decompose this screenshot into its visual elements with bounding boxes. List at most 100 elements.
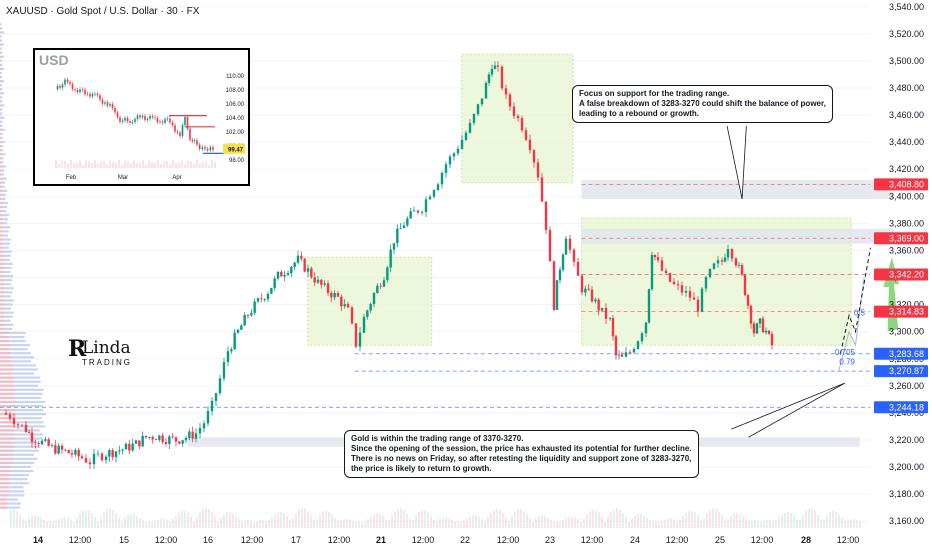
y-tick-label: 3,320.00: [889, 300, 924, 310]
inset-candle-body: [61, 84, 64, 88]
volume-profile-bar: [0, 136, 1, 140]
candle-body: [730, 249, 734, 259]
brand-logo: R Linda TRADING: [68, 334, 148, 374]
volume-bar: [535, 518, 537, 528]
volume-bar: [118, 517, 120, 528]
callout-bottom[interactable]: Gold is within the trading range of 3370…: [344, 430, 699, 478]
price-tag-bg: [874, 347, 928, 360]
candle-body: [366, 310, 369, 317]
inset-candle-body: [121, 120, 124, 122]
volume-bar: [211, 511, 213, 528]
price-tag: 3,270.87: [874, 365, 928, 378]
range-box: [461, 53, 574, 184]
volume-profile-bar: [0, 413, 17, 416]
volume-profile-bar: [0, 124, 3, 127]
callout-top-line: Focus on support for the trading range.: [579, 89, 730, 98]
volume-profile-bar: [0, 388, 16, 391]
price-tag: 3,244.18: [874, 401, 928, 414]
inset-volume-bar: [184, 164, 186, 168]
volume-bar: [142, 520, 144, 528]
volume-bar: [496, 508, 498, 528]
volume-profile-bar: [0, 55, 2, 58]
volume-profile-bar: [0, 409, 44, 412]
volume-bar: [778, 517, 780, 528]
volume-bar: [649, 520, 651, 528]
candle-body: [688, 291, 692, 298]
callout-top[interactable]: Focus on support for the trading range. …: [572, 85, 833, 123]
inset-volume-bar: [154, 162, 156, 168]
volume-profile-bar: [0, 344, 11, 347]
volume-bar: [424, 510, 426, 528]
volume-bar: [700, 520, 702, 528]
volume-bar: [592, 509, 594, 528]
volume-profile-bar: [0, 193, 6, 196]
volume-bar: [529, 518, 531, 528]
callout-bottom-line: Gold is within the trading range of 3370…: [351, 434, 524, 443]
volume-bar: [820, 519, 822, 528]
inset-candle-body: [209, 147, 212, 151]
volume-profile-bar: [0, 380, 15, 383]
inset-candle-body: [191, 139, 194, 142]
volume-profile-bar: [0, 242, 4, 245]
volume-profile-bar: [0, 364, 36, 367]
x-tick-label: 16: [203, 535, 213, 545]
candle-body: [158, 435, 161, 440]
candle-body: [174, 437, 178, 442]
inset-candle-body: [164, 119, 166, 123]
volume-profile-bar: [0, 157, 4, 160]
volume-bar: [178, 512, 180, 528]
volume-bar: [181, 511, 183, 528]
candle-body: [644, 322, 648, 334]
candle-body: [684, 291, 688, 293]
volume-bar: [643, 515, 645, 528]
candle-body: [178, 441, 181, 444]
volume-profile-bar: [0, 165, 6, 168]
volume-bar: [520, 509, 522, 528]
volume-profile-bar: [0, 80, 2, 83]
candle-body: [313, 277, 316, 283]
volume-profile-bar: [0, 63, 3, 66]
volume-bar: [628, 521, 630, 528]
volume-profile-bar: [0, 433, 15, 436]
inset-volume-bar: [106, 164, 108, 168]
volume-profile-bar: [0, 319, 11, 322]
volume-bar: [598, 512, 600, 528]
y-tick-label: 3,300.00: [889, 327, 924, 337]
candle-body: [320, 279, 323, 285]
candle-body: [218, 378, 222, 394]
volume-bar: [652, 521, 654, 528]
inset-last-value: 99.47: [228, 148, 244, 154]
price-tag-bg: [874, 305, 928, 318]
volume-bar: [10, 509, 12, 528]
volume-profile-bar: [0, 84, 1, 87]
volume-bar: [256, 520, 258, 528]
volume-profile-bar: [0, 339, 26, 343]
inset-candle-body: [64, 79, 66, 85]
volume-profile-bar: [0, 291, 5, 294]
candle-body: [111, 450, 114, 458]
candle-body: [476, 104, 480, 114]
volume-bar: [16, 511, 18, 528]
volume-bar: [331, 514, 333, 528]
inset-candle-body: [179, 132, 181, 136]
volume-profile-bar: [0, 108, 1, 111]
volume-bar: [19, 514, 21, 528]
volume-bar: [271, 517, 273, 528]
candle-body: [131, 443, 134, 451]
candle-body: [350, 307, 354, 324]
inset-volume-bar: [61, 160, 63, 168]
volume-bar: [619, 509, 621, 528]
volume-bar: [721, 515, 723, 528]
volume-profile-bar: [0, 400, 46, 404]
candle-body: [611, 318, 615, 337]
candle-body: [490, 68, 494, 75]
volume-profile-bar: [0, 303, 13, 306]
volume-profile-bar: [0, 372, 34, 375]
volume-profile-bar: [0, 88, 3, 91]
volume-bar: [55, 520, 57, 528]
inset-candle-body: [76, 90, 79, 93]
volume-bar: [478, 516, 480, 528]
volume-bar: [28, 517, 30, 528]
volume-profile-bar: [0, 461, 12, 465]
candle-body: [270, 287, 273, 294]
